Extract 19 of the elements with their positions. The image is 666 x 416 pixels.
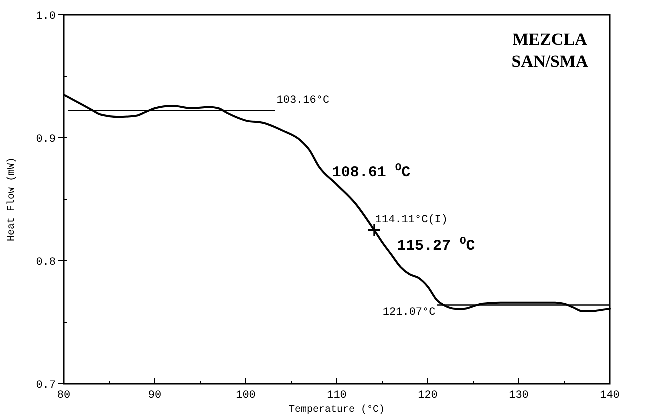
x-tick-label: 140 bbox=[600, 390, 620, 402]
x-tick-label: 80 bbox=[57, 390, 71, 402]
x-tick-label: 120 bbox=[418, 390, 438, 402]
x-tick-label: 100 bbox=[236, 390, 256, 402]
x-tick-label: 130 bbox=[509, 390, 529, 402]
y-tick-label: 1.0 bbox=[36, 11, 56, 23]
text: MEZCLA SAN/SMA bbox=[512, 30, 589, 71]
x-axis-title: Temperature (°C) bbox=[288, 404, 386, 416]
x-tick-label: 90 bbox=[148, 390, 162, 402]
annotation: 103.16°C bbox=[276, 94, 330, 107]
annotation: 121.07°C bbox=[382, 306, 436, 319]
x-tick-label: 110 bbox=[327, 390, 347, 402]
y-tick-label: 0.7 bbox=[36, 380, 56, 392]
y-tick-label: 0.9 bbox=[36, 134, 56, 146]
annotation: 115.27 $^{O}$C bbox=[396, 236, 476, 256]
y-tick-label: 0.8 bbox=[36, 257, 56, 269]
annotation: 108.61 $^{O}$C bbox=[332, 162, 411, 182]
annotation: 114.11°C(I) bbox=[375, 214, 448, 226]
y-axis-title: Heat Flow (mW) bbox=[6, 157, 18, 242]
